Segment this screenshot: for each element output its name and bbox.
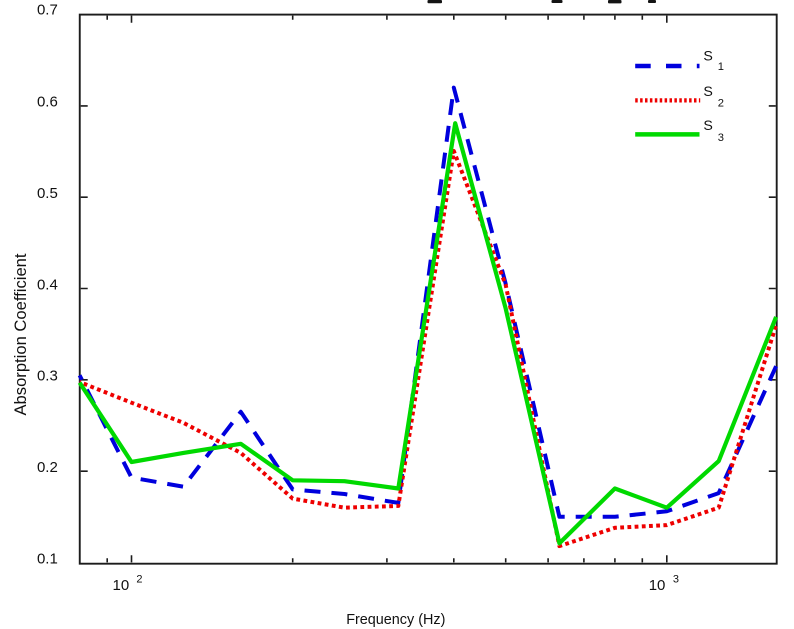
svg-text:Absorption Coefficient: Absorption Coefficient: [11, 253, 30, 415]
svg-text:10: 10: [113, 577, 130, 594]
svg-text:1: 1: [718, 61, 724, 73]
svg-text:10: 10: [649, 577, 666, 594]
svg-text:0.2: 0.2: [37, 459, 58, 476]
svg-text:0.1: 0.1: [37, 550, 58, 567]
svg-text:3: 3: [718, 132, 724, 144]
svg-text:0.7: 0.7: [37, 1, 58, 18]
svg-text:0.6: 0.6: [37, 94, 58, 111]
svg-text:0.3: 0.3: [37, 368, 58, 385]
svg-text:S: S: [703, 84, 712, 100]
svg-text:3: 3: [673, 573, 679, 585]
svg-text:S: S: [703, 118, 712, 134]
svg-text:2: 2: [718, 97, 724, 109]
svg-text:2: 2: [136, 573, 142, 585]
svg-text:Frequency (Hz): Frequency (Hz): [346, 612, 445, 628]
svg-text:0.4: 0.4: [37, 276, 58, 293]
svg-text:0.5: 0.5: [37, 185, 58, 202]
svg-text:S: S: [703, 49, 712, 65]
